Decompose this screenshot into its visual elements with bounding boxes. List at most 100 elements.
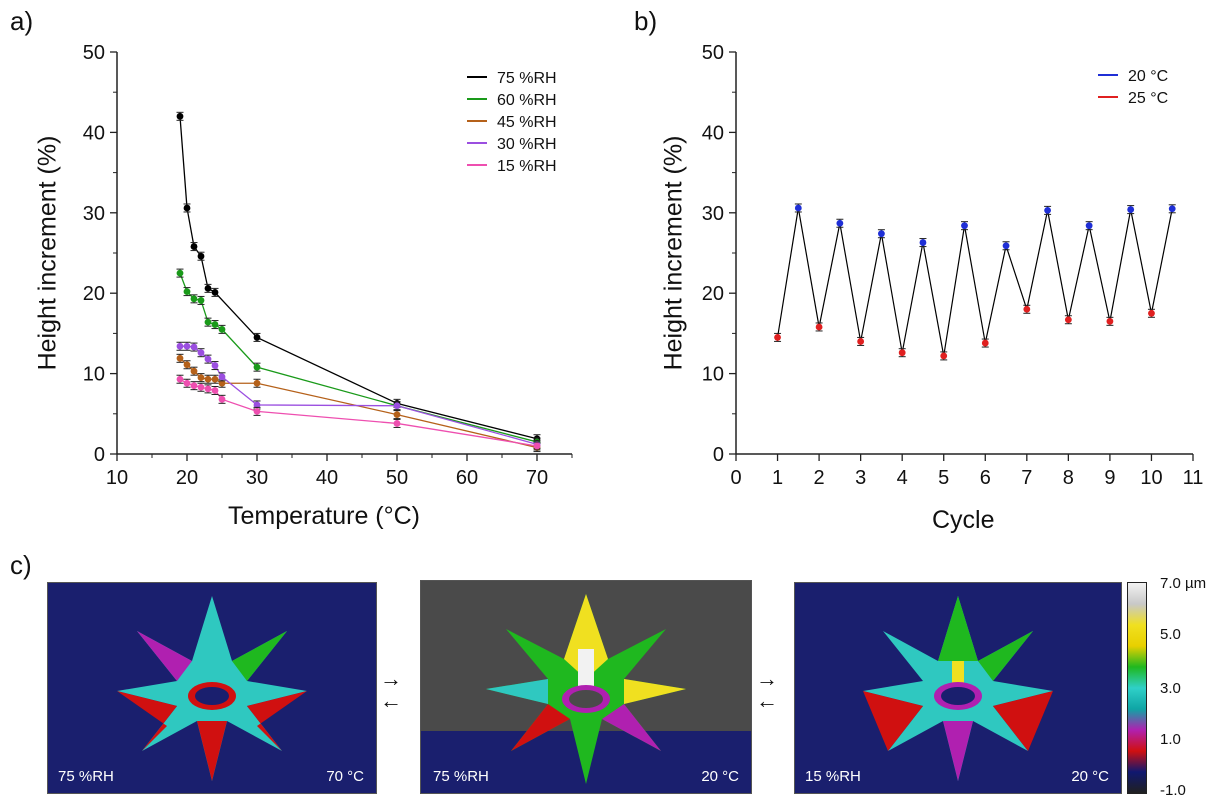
data-point-25-c (898, 349, 906, 357)
data-point-15-rh (190, 382, 198, 390)
x-tick-label: 4 (897, 467, 908, 489)
scale-label-min: -1.0 (1160, 782, 1186, 799)
x-tick-label: 1 (772, 467, 783, 489)
data-point-25-c (815, 323, 823, 331)
data-point-30-rh (204, 355, 212, 363)
data-point-30-rh (218, 373, 226, 381)
x-tick-label: 6 (980, 467, 991, 489)
chart-b-xlabel: Cycle (932, 506, 995, 534)
data-point-30-rh (197, 349, 205, 357)
x-tick-label: 2 (814, 467, 825, 489)
arrow-right-icon: → (380, 666, 402, 691)
data-point-30-rh (211, 362, 219, 369)
data-point-25-c (940, 352, 948, 360)
data-point-75-rh (176, 112, 184, 120)
data-point-60-rh (204, 318, 212, 326)
x-tick-label: 60 (456, 467, 478, 489)
data-point-20-c (1044, 206, 1051, 214)
x-tick-label: 7 (1021, 467, 1032, 489)
panel-label-c: c) (10, 550, 32, 580)
data-point-75-rh (190, 243, 198, 250)
data-point-25-c (1106, 317, 1114, 325)
data-point-75-rh (204, 284, 212, 292)
series-line-45-rh (179, 357, 538, 449)
data-point-45-rh (218, 379, 226, 387)
data-point-45-rh (393, 411, 401, 419)
chart-b: 0 10 20 30 40 50 0 1 2 3 4 5 6 7 8 9 10 11 20 °C 25 °C (702, 42, 1204, 489)
data-point-15-rh (197, 383, 205, 391)
series-line-15-rh (179, 378, 538, 447)
y-tick-label: 20 (702, 283, 724, 305)
data-point-60-rh (218, 325, 226, 333)
data-point-20-c (1168, 205, 1176, 213)
x-tick-label: 9 (1104, 467, 1115, 489)
data-point-75-rh (197, 252, 205, 260)
arrow-left-icon: ← (756, 688, 778, 713)
data-point-60-rh (183, 288, 191, 295)
image-2-temperature: 20 °C (701, 768, 739, 785)
data-point-15-rh (253, 407, 261, 415)
data-point-45-rh (197, 374, 205, 382)
y-tick-label: 0 (94, 444, 105, 466)
x-tick-label: 5 (938, 467, 949, 489)
x-tick-label: 20 (176, 467, 198, 489)
legend-label-25-c: 25 °C (1128, 90, 1168, 107)
star-structure-1 (48, 583, 376, 793)
data-point-25-c (857, 338, 865, 345)
data-point-25-c (1148, 309, 1155, 317)
image-3-humidity: 15 %RH (805, 768, 861, 785)
x-tick-label: 11 (1183, 467, 1204, 489)
y-tick-label: 10 (702, 364, 724, 386)
image-2-humidity: 75 %RH (433, 768, 489, 785)
scale-label-max: 7.0 µm (1160, 575, 1207, 592)
x-tick-label: 30 (246, 467, 268, 489)
data-point-20-c (1127, 206, 1135, 213)
chart-a-ylabel: Height increment (%) (33, 135, 62, 371)
x-tick-label: 10 (106, 467, 128, 489)
y-tick-label: 40 (83, 122, 105, 144)
data-point-30-rh (176, 342, 184, 350)
chart-b-ylabel: Height increment (%) (659, 135, 688, 371)
legend-label-60-rh: 60 %RH (497, 92, 557, 109)
scale-label-3: 3.0 (1160, 680, 1181, 697)
data-point-30-rh (183, 342, 191, 350)
scale-label-5: 5.0 (1160, 626, 1181, 643)
data-point-20-c (836, 219, 844, 227)
data-point-15-rh (218, 395, 226, 403)
data-point-15-rh (176, 375, 184, 383)
x-tick-label: 8 (1063, 467, 1074, 489)
color-scale-bar (1127, 582, 1147, 794)
data-point-45-rh (176, 354, 184, 362)
surface-image-2: 75 %RH 20 °C (420, 580, 752, 794)
y-tick-label: 30 (83, 203, 105, 225)
panel-label-b: b) (634, 6, 658, 36)
star-structure-3 (795, 583, 1121, 793)
data-point-60-rh (190, 295, 198, 303)
series-line-30-rh (180, 345, 538, 445)
x-tick-label: 3 (855, 467, 866, 489)
x-tick-label: 10 (1140, 467, 1162, 489)
x-tick-label: 70 (526, 467, 548, 489)
series-line-60-rh (179, 272, 538, 443)
star-structure-2 (421, 581, 751, 793)
data-point-75-rh (211, 288, 219, 296)
data-point-60-rh (211, 321, 219, 328)
data-point-20-c (1085, 222, 1093, 230)
surface-image-3: 15 %RH 20 °C (794, 582, 1122, 794)
data-point-20-c (961, 222, 968, 230)
data-point-60-rh (176, 269, 184, 277)
data-point-20-c (919, 239, 927, 246)
legend-label-15-rh: 15 %RH (497, 158, 557, 175)
y-tick-label: 0 (713, 444, 724, 466)
data-point-20-c (878, 230, 885, 238)
data-point-15-rh (204, 385, 212, 393)
x-tick-label: 0 (730, 467, 741, 489)
panel-label-a: a) (10, 6, 34, 36)
image-3-temperature: 20 °C (1071, 768, 1109, 785)
data-point-75-rh (253, 334, 261, 341)
x-tick-label: 50 (386, 467, 408, 489)
data-point-45-rh (190, 367, 198, 375)
cycle-line (776, 207, 1173, 357)
chart-a-xlabel: Temperature (°C) (228, 502, 420, 530)
